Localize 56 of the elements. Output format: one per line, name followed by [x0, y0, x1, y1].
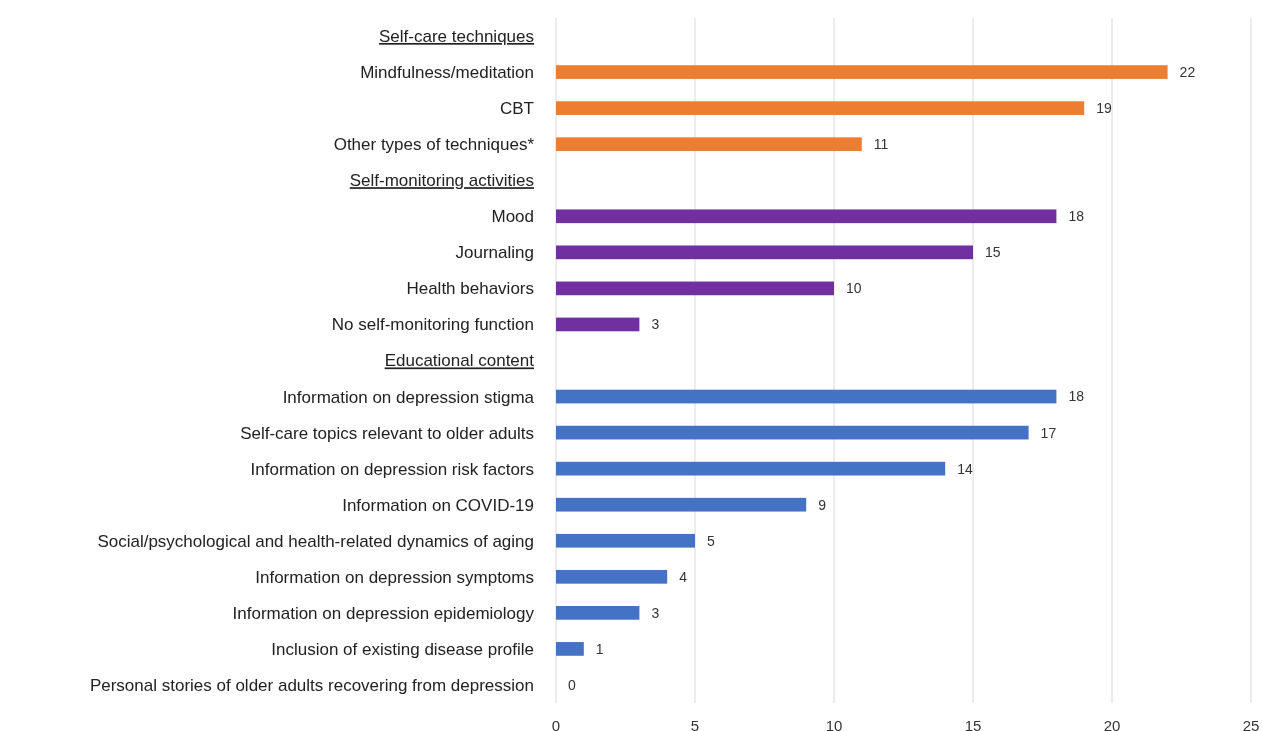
bar	[556, 245, 973, 260]
x-tick-label: 0	[551, 717, 561, 731]
bar	[556, 65, 1168, 79]
y-tick-label: Information on depression symptoms	[255, 567, 534, 587]
bar	[556, 569, 668, 584]
y-tick-label: Information on COVID-19	[342, 495, 534, 515]
bar	[556, 137, 862, 152]
data-label: 14	[957, 460, 973, 477]
data-label: 17	[1040, 424, 1057, 441]
bar	[556, 281, 834, 296]
y-tick-label: Information on depression epidemiology	[232, 603, 535, 623]
y-tick-label: Personal stories of older adults recovering from depression	[89, 675, 534, 695]
y-tick-label: Educational content	[384, 351, 535, 371]
x-tick-label: 15	[964, 717, 982, 731]
data-label: 0	[568, 676, 576, 693]
bar	[556, 533, 695, 548]
y-tick-label: Mood	[491, 207, 534, 227]
y-tick-label: Other types of techniques*	[333, 135, 535, 155]
bar	[556, 606, 640, 620]
y-tick-label: No self-monitoring function	[331, 315, 534, 335]
data-label: 9	[818, 496, 827, 513]
y-tick-label: CBT	[500, 99, 534, 119]
data-label: 18	[1068, 388, 1085, 405]
data-label: 3	[651, 316, 660, 333]
bar	[556, 317, 640, 332]
y-tick-label: Information on depression stigma	[282, 387, 535, 407]
y-tick-label: Information on depression risk factors	[250, 459, 534, 479]
bar	[556, 425, 1029, 440]
y-tick-label: Inclusion of existing disease profile	[271, 639, 534, 659]
y-tick-label: Journaling	[455, 243, 534, 263]
data-label: 5	[707, 532, 715, 549]
bar	[556, 101, 1085, 115]
data-label: 4	[679, 568, 688, 585]
x-tick-label: 10	[825, 717, 843, 731]
y-tick-label: Mindfulness/meditation	[360, 63, 534, 83]
y-tick-label: Self-care techniques	[379, 26, 534, 46]
data-label: 22	[1179, 63, 1196, 80]
data-label: 3	[651, 604, 660, 621]
x-tick-label: 5	[690, 717, 700, 731]
bar	[556, 642, 584, 656]
x-tick-label: 20	[1103, 717, 1121, 731]
data-label: 10	[846, 280, 862, 297]
bar	[556, 497, 807, 512]
bar	[556, 209, 1057, 224]
data-label: 18	[1068, 208, 1085, 225]
y-tick-label: Self-care topics relevant to older adults	[240, 423, 534, 443]
y-tick-label: Health behaviors	[406, 279, 534, 299]
bar	[556, 389, 1057, 404]
data-label: 1	[595, 640, 604, 657]
bar	[556, 461, 946, 476]
y-tick-label: Social/psychological and health-related dynamics of aging	[97, 531, 534, 551]
y-tick-label: Self-monitoring activities	[349, 171, 534, 191]
data-label: 15	[985, 244, 1001, 261]
x-tick-label: 25	[1242, 717, 1260, 731]
data-label: 19	[1096, 100, 1112, 117]
data-label: 11	[873, 136, 889, 153]
